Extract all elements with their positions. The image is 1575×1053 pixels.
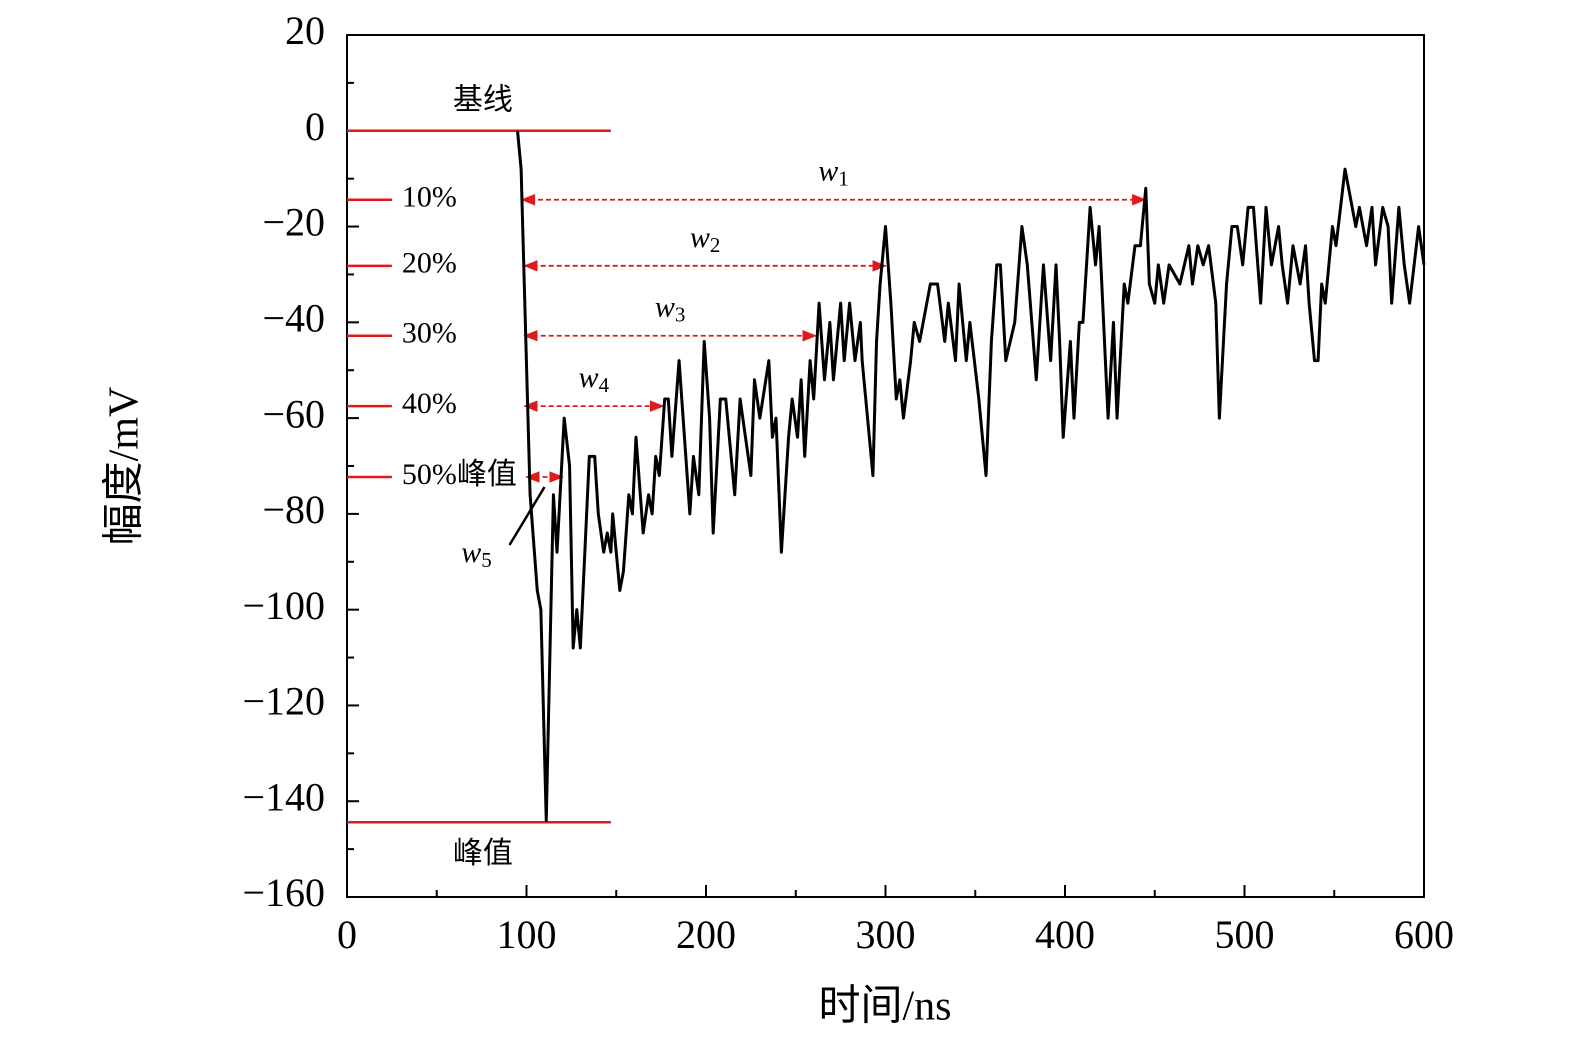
reference-label: 40% bbox=[402, 387, 457, 420]
reference-label: 峰值 bbox=[453, 837, 513, 870]
width-sub: 3 bbox=[675, 303, 686, 327]
y-tick-label: −100 bbox=[242, 583, 325, 628]
width-var: w bbox=[579, 361, 599, 394]
reference-label: 10% bbox=[402, 181, 457, 214]
y-tick-label: −80 bbox=[262, 487, 325, 532]
y-tick-label: 20 bbox=[285, 8, 325, 53]
signal-line bbox=[516, 130, 1426, 822]
x-tick-label: 100 bbox=[497, 912, 557, 957]
width-label: w2 bbox=[690, 221, 721, 257]
x-tick-label: 600 bbox=[1394, 912, 1454, 957]
width-label: w5 bbox=[461, 536, 492, 572]
width-var: w bbox=[655, 291, 675, 324]
x-tick-label: 300 bbox=[856, 912, 916, 957]
width-pointer bbox=[508, 486, 546, 546]
y-tick-label: −20 bbox=[262, 200, 325, 245]
y-tick-label: −60 bbox=[262, 391, 325, 436]
width-label: w3 bbox=[655, 291, 686, 327]
width-label: w1 bbox=[818, 155, 849, 191]
y-tick-label: 0 bbox=[305, 104, 325, 149]
width-sub: 4 bbox=[599, 373, 610, 397]
reference-label: 30% bbox=[402, 317, 457, 350]
reference-label: 基线 bbox=[453, 84, 513, 117]
width-var: w bbox=[818, 155, 838, 188]
x-tick-label: 0 bbox=[337, 912, 357, 957]
width-sub: 5 bbox=[481, 548, 492, 572]
y-tick-label: −120 bbox=[242, 679, 325, 724]
y-tick-label: −40 bbox=[262, 296, 325, 341]
x-axis-label: 时间/ns bbox=[818, 984, 951, 1030]
reference-label: 50%峰值 bbox=[402, 458, 517, 491]
y-tick-label: −140 bbox=[242, 774, 325, 819]
width-sub: 1 bbox=[838, 167, 849, 191]
reference-label: 20% bbox=[402, 247, 457, 280]
width-label: w4 bbox=[579, 361, 610, 397]
x-tick-label: 400 bbox=[1035, 912, 1095, 957]
width-sub: 2 bbox=[710, 233, 721, 257]
width-var: w bbox=[461, 536, 481, 569]
width-var: w bbox=[690, 221, 710, 254]
x-tick-label: 500 bbox=[1215, 912, 1275, 957]
y-axis-label: 幅度/mV bbox=[102, 387, 148, 546]
y-tick-label: −160 bbox=[242, 870, 325, 915]
x-tick-label: 200 bbox=[676, 912, 736, 957]
